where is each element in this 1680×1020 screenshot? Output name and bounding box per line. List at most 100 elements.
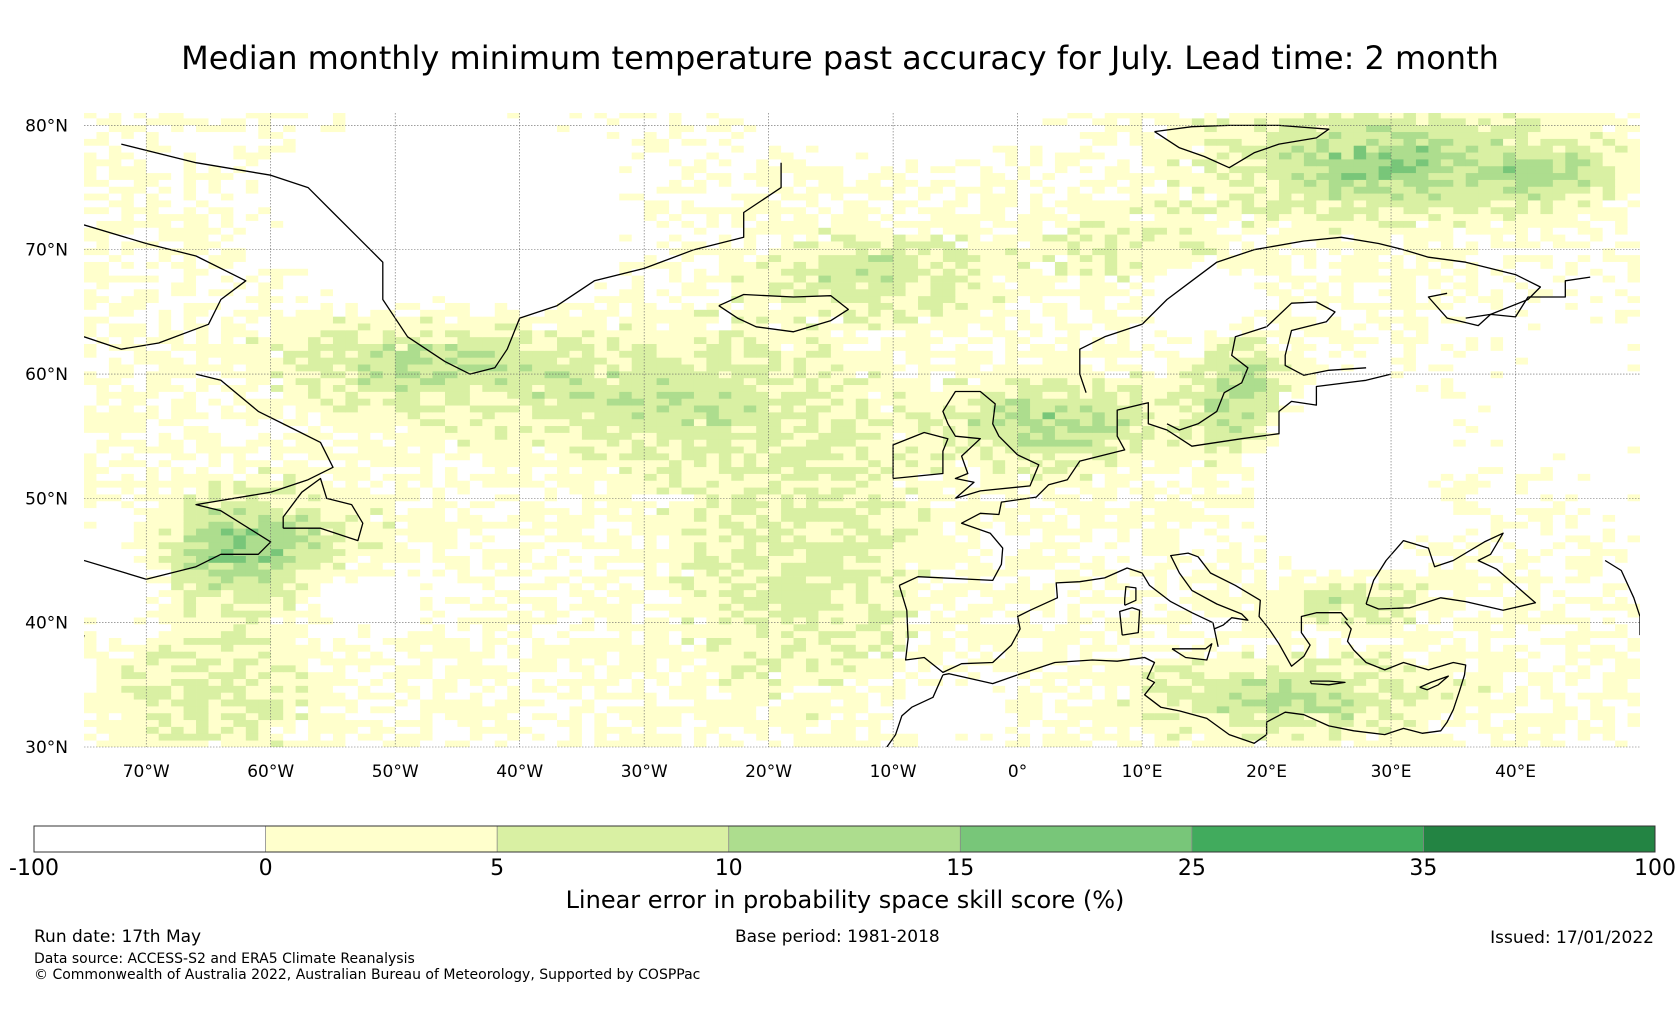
grid-cell: [905, 528, 919, 536]
grid-cell: [395, 555, 409, 563]
grid-cell: [967, 603, 981, 611]
grid-cell: [482, 541, 496, 550]
grid-cell: [494, 712, 508, 721]
grid-cell: [457, 671, 471, 680]
grid-cell: [345, 712, 359, 721]
grid-cell: [1129, 562, 1143, 570]
grid-cell: [1067, 548, 1081, 556]
grid-cell: [295, 500, 309, 509]
grid-cell: [121, 514, 135, 522]
grid-cell: [942, 535, 956, 543]
grid-cell: [1241, 705, 1255, 714]
grid-cell: [1440, 500, 1454, 509]
grid-cell: [507, 671, 521, 680]
grid-cell: [1328, 740, 1342, 747]
grid-cell: [1453, 630, 1467, 639]
grid-cell: [196, 726, 209, 734]
grid-cell: [233, 705, 247, 714]
grid-cell: [1005, 596, 1018, 604]
grid-cell: [1341, 733, 1355, 741]
grid-cell: [1117, 637, 1131, 645]
grid-cell: [656, 685, 670, 693]
grid-cell: [108, 610, 122, 618]
grid-cell: [756, 705, 770, 714]
grid-cell: [432, 569, 446, 577]
grid-cell: [308, 596, 321, 604]
grid-cell: [1353, 726, 1367, 734]
grid-cell: [1117, 671, 1131, 680]
grid-cell: [1279, 733, 1292, 741]
grid-cell: [1229, 637, 1243, 645]
grid-cell: [1291, 521, 1305, 529]
grid-cell: [731, 644, 745, 652]
grid-cell: [1415, 644, 1429, 652]
grid-cell: [1030, 719, 1043, 727]
grid-cell: [1067, 733, 1081, 741]
grid-cell: [992, 500, 1006, 509]
grid-cell: [258, 685, 272, 693]
grid-cell: [171, 733, 184, 741]
grid-cell: [108, 664, 122, 673]
grid-cell: [967, 487, 981, 495]
grid-cell: [768, 610, 782, 618]
grid-cell: [768, 480, 782, 488]
grid-cell: [606, 644, 620, 652]
grid-cell: [1054, 596, 1068, 604]
grid-cell: [519, 637, 533, 645]
grid-cell: [1590, 500, 1604, 509]
grid-cell: [781, 658, 794, 666]
grid-cell: [756, 685, 770, 693]
grid-cell: [84, 487, 97, 495]
grid-cell: [669, 664, 682, 673]
grid-cell: [930, 644, 944, 652]
grid-cell: [519, 740, 533, 747]
grid-cell: [706, 541, 720, 550]
grid-cell: [1353, 705, 1367, 714]
grid-cell: [295, 548, 309, 556]
grid-cell: [1030, 514, 1043, 522]
grid-cell: [283, 562, 297, 570]
grid-cell: [245, 671, 259, 680]
grid-cell: [681, 473, 695, 481]
grid-cell: [1291, 637, 1305, 645]
grid-cell: [1129, 535, 1143, 543]
grid-cell: [457, 658, 471, 666]
grid-cell: [532, 589, 545, 597]
grid-cell: [1142, 507, 1155, 515]
grid-cell: [1104, 521, 1118, 529]
grid-cell: [557, 528, 570, 536]
grid-cell: [332, 528, 346, 536]
grid-cell: [1092, 671, 1106, 680]
grid-cell: [1229, 712, 1243, 721]
grid-cell: [1403, 623, 1417, 632]
grid-cell: [955, 494, 969, 502]
grid-cell: [1030, 589, 1043, 597]
grid-cell: [1104, 603, 1118, 611]
grid-cell: [955, 705, 969, 714]
grid-cell: [407, 671, 421, 680]
grid-cell: [519, 603, 533, 611]
grid-cell: [532, 664, 545, 673]
grid-cell: [1129, 548, 1143, 556]
grid-cell: [1079, 576, 1093, 584]
grid-cell: [395, 630, 409, 639]
grid-cell: [295, 582, 309, 591]
grid-cell: [1266, 569, 1280, 577]
grid-cell: [644, 500, 658, 509]
grid-cell: [283, 630, 297, 639]
grid-cell: [1154, 494, 1168, 502]
grid-cell: [1577, 719, 1591, 727]
grid-cell: [930, 705, 944, 714]
grid-cell: [357, 658, 371, 666]
grid-cell: [507, 528, 521, 536]
grid-cell: [295, 719, 309, 727]
grid-cell: [581, 671, 595, 680]
grid-cell: [1079, 521, 1093, 529]
grid-cell: [1154, 705, 1168, 714]
grid-cell: [220, 692, 234, 700]
grid-cell: [171, 610, 184, 618]
grid-cell: [1453, 644, 1467, 652]
grid-cell: [942, 507, 956, 515]
grid-cell: [1191, 555, 1205, 563]
grid-cell: [980, 623, 994, 632]
